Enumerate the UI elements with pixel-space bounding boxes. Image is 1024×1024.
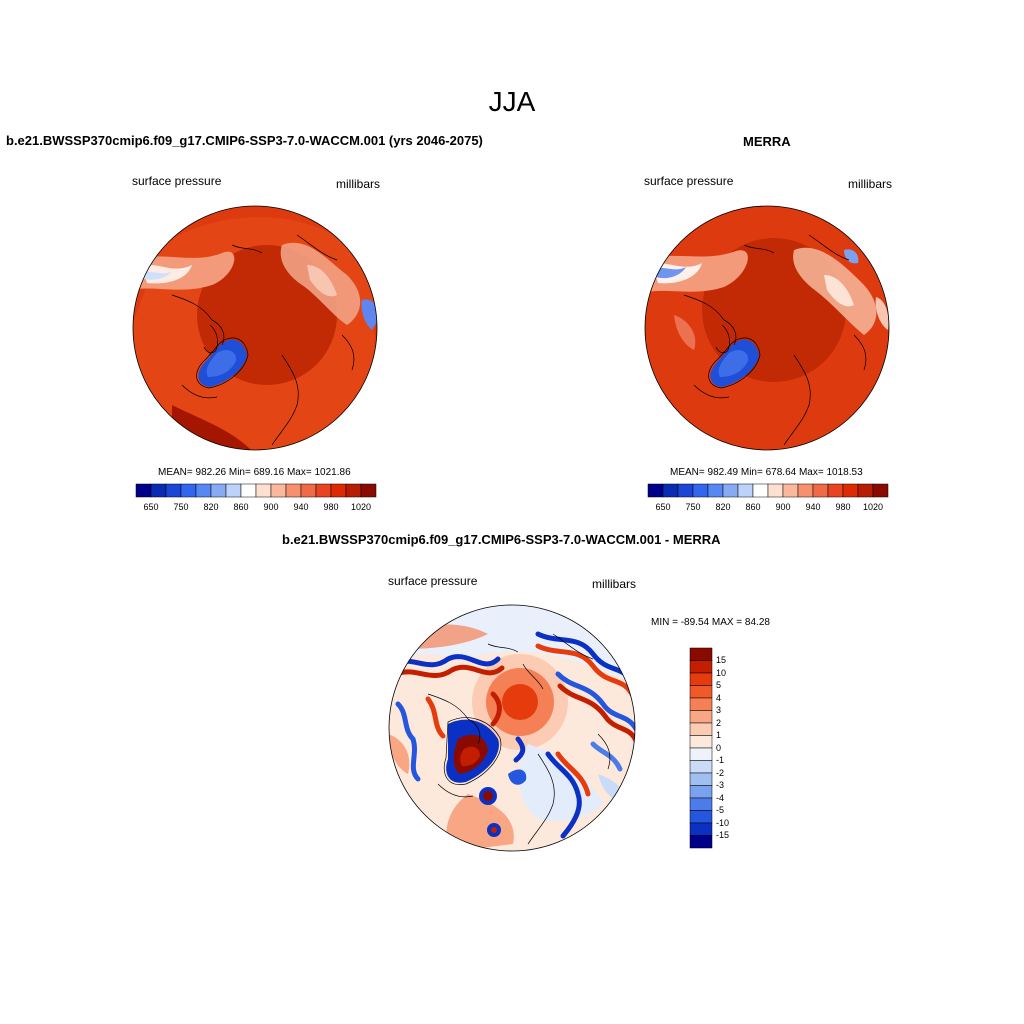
figure-title: JJA	[488, 86, 536, 117]
left-units-label: millibars	[336, 177, 381, 191]
colorbar-swatch	[842, 483, 859, 498]
colorbar-swatch	[689, 685, 713, 699]
colorbar-swatch	[692, 483, 709, 498]
colorbar-swatch	[285, 483, 302, 498]
colorbar-swatch	[689, 785, 713, 799]
diff-tick-label: 5	[716, 680, 722, 690]
colorbar-swatch	[872, 483, 889, 498]
colorbar-swatch	[689, 772, 713, 786]
colorbar-swatch	[812, 483, 829, 498]
colorbar-swatch	[255, 483, 272, 498]
diff-tick-label: -15	[716, 830, 730, 840]
left-variable-label: surface pressure	[132, 174, 222, 188]
diff-variable-label: surface pressure	[388, 574, 478, 588]
left-tick-label: 900	[263, 502, 279, 512]
right-polar-map	[644, 205, 890, 451]
diff-case-title: b.e21.BWSSP370cmip6.f09_g17.CMIP6-SSP3-7…	[282, 532, 721, 547]
colorbar-swatch	[345, 483, 362, 498]
left-colorbar-ticks: 650 750 820 860 900 940 980 1020	[0, 502, 1024, 516]
right-tick-label: 750	[685, 502, 701, 512]
diff-colorbar-ticks: 15 10 5 4 3 2 1 0 -1 -2 -3 -4 -5 -10 -15	[716, 0, 756, 1024]
colorbar-swatch	[240, 483, 257, 498]
diff-tick-label: 3	[716, 705, 722, 715]
colorbar-swatch	[689, 722, 713, 736]
right-tick-label: 1020	[862, 502, 884, 512]
right-variable-label: surface pressure	[644, 174, 734, 188]
colorbar-swatch	[315, 483, 332, 498]
colorbar-swatch	[210, 483, 227, 498]
right-units-label: millibars	[848, 177, 893, 191]
colorbar-swatch	[689, 747, 713, 761]
right-tick-label: 980	[835, 502, 851, 512]
right-tick-label: 650	[655, 502, 671, 512]
left-case-title: b.e21.BWSSP370cmip6.f09_g17.CMIP6-SSP3-7…	[6, 133, 483, 148]
diff-tick-label: 0	[716, 743, 722, 753]
right-tick-label: 860	[745, 502, 761, 512]
colorbar-swatch	[150, 483, 167, 498]
right-case-title: MERRA	[743, 134, 791, 149]
colorbar-swatch	[689, 797, 713, 811]
left-tick-label: 750	[173, 502, 189, 512]
colorbar-swatch	[689, 735, 713, 749]
left-tick-label: 940	[293, 502, 309, 512]
diff-stats: MIN = -89.54 MAX = 84.28	[651, 617, 770, 628]
right-colorbar-ticks: 650 750 820 860 900 940 980 1020	[0, 502, 1024, 516]
colorbar-swatch	[797, 483, 814, 498]
colorbar-swatch	[689, 822, 713, 836]
diff-tick-label: -5	[716, 805, 725, 815]
left-tick-label: 980	[323, 502, 339, 512]
diff-colorbar	[689, 647, 713, 849]
diff-tick-label: 10	[716, 668, 727, 678]
colorbar-swatch	[827, 483, 844, 498]
colorbar-swatch	[330, 483, 347, 498]
colorbar-swatch	[857, 483, 874, 498]
right-tick-label: 900	[775, 502, 791, 512]
diff-tick-label: -4	[716, 793, 725, 803]
left-tick-label: 860	[233, 502, 249, 512]
colorbar-swatch	[689, 672, 713, 686]
colorbar-swatch	[180, 483, 197, 498]
diff-tick-label: 1	[716, 730, 722, 740]
colorbar-swatch	[689, 710, 713, 724]
diff-units-label: millibars	[592, 577, 637, 591]
diff-tick-label: -10	[716, 818, 730, 828]
colorbar-swatch	[689, 660, 713, 674]
diff-tick-label: 4	[716, 693, 722, 703]
colorbar-swatch	[677, 483, 694, 498]
colorbar-swatch	[300, 483, 317, 498]
colorbar-swatch	[767, 483, 784, 498]
colorbar-swatch	[647, 483, 664, 498]
diff-polar-map	[388, 604, 636, 852]
left-tick-label: 650	[143, 502, 159, 512]
diff-tick-label: 2	[716, 718, 722, 728]
right-tick-label: 940	[805, 502, 821, 512]
diff-tick-label: -1	[716, 755, 725, 765]
colorbar-swatch	[165, 483, 182, 498]
colorbar-swatch	[689, 697, 713, 711]
colorbar-swatch	[689, 810, 713, 824]
colorbar-swatch	[689, 760, 713, 774]
diff-tick-label: -2	[716, 768, 725, 778]
left-colorbar	[135, 483, 377, 498]
left-polar-map	[132, 205, 378, 451]
left-tick-label: 1020	[350, 502, 372, 512]
right-stats: MEAN= 982.49 Min= 678.64 Max= 1018.53	[670, 467, 863, 478]
right-colorbar	[647, 483, 889, 498]
left-stats: MEAN= 982.26 Min= 689.16 Max= 1021.86	[158, 467, 351, 478]
diff-tick-label: 15	[716, 655, 727, 665]
colorbar-swatch	[782, 483, 799, 498]
colorbar-swatch	[135, 483, 152, 498]
colorbar-swatch	[360, 483, 377, 498]
colorbar-swatch	[270, 483, 287, 498]
colorbar-swatch	[662, 483, 679, 498]
colorbar-swatch	[689, 647, 713, 661]
colorbar-swatch	[689, 835, 713, 849]
left-tick-label: 820	[203, 502, 219, 512]
right-tick-label: 820	[715, 502, 731, 512]
diff-tick-label: -3	[716, 780, 725, 790]
colorbar-swatch	[195, 483, 212, 498]
colorbar-swatch	[225, 483, 242, 498]
